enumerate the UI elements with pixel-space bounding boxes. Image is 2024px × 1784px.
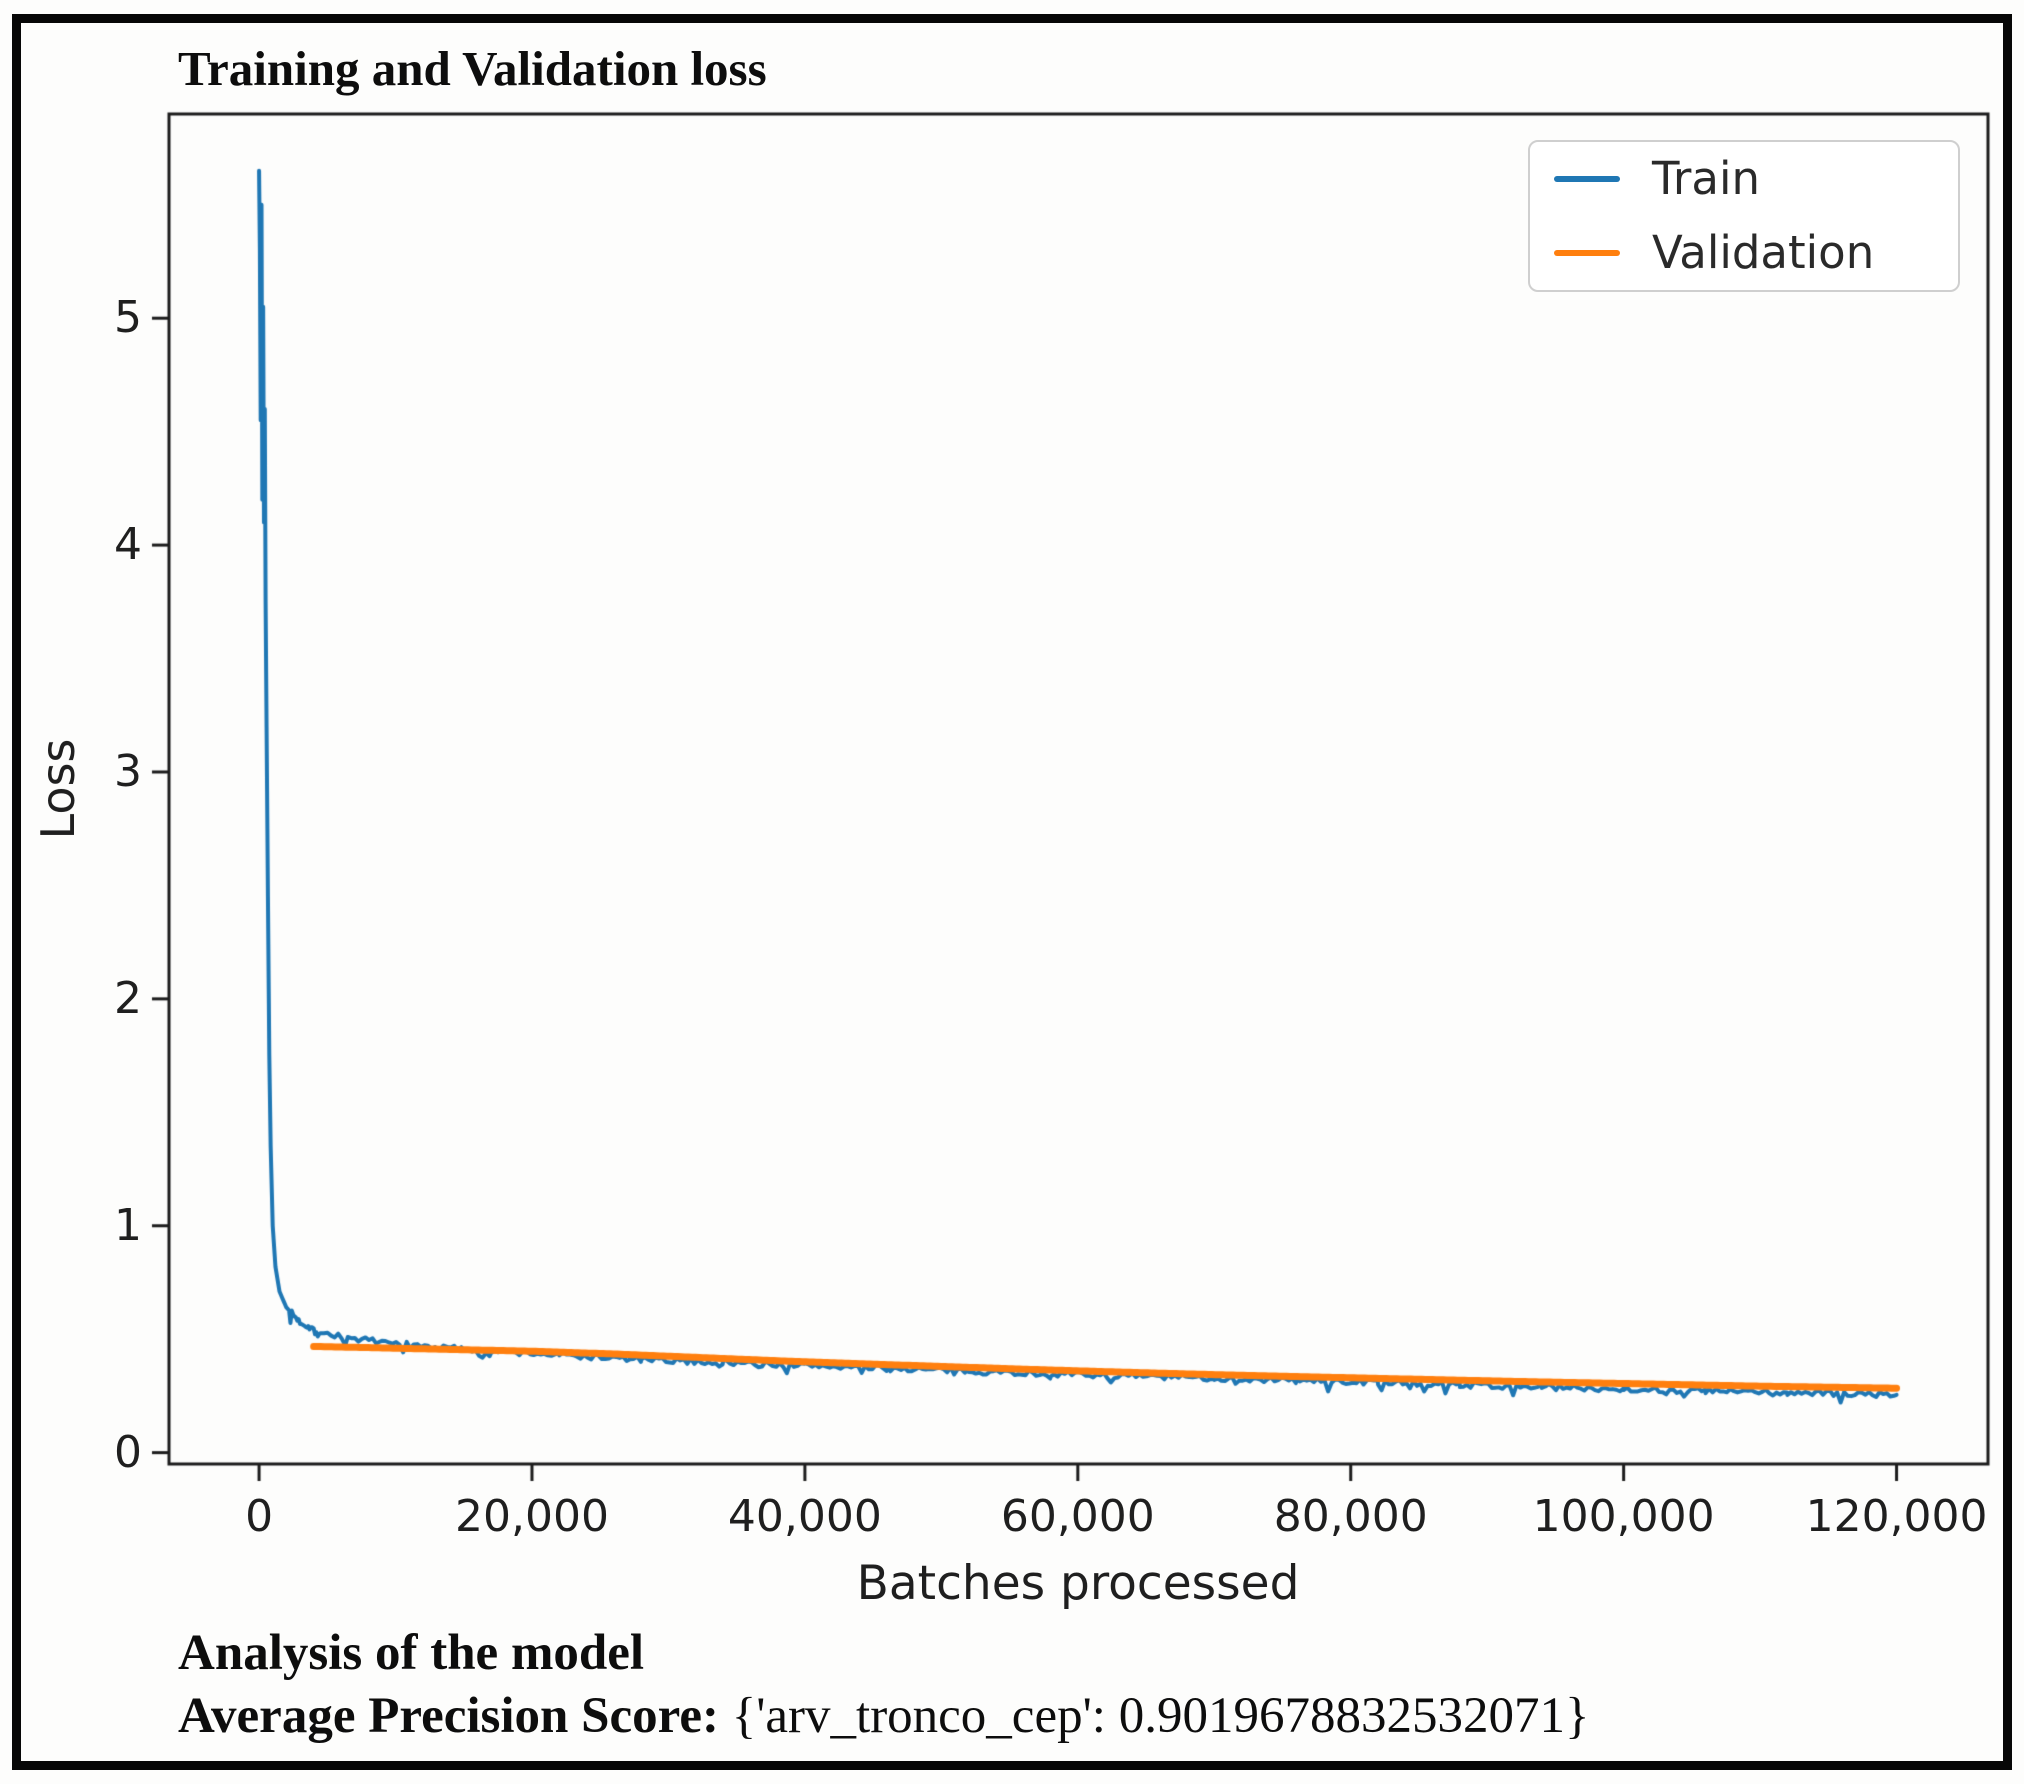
y-tick-label: 2 [114, 972, 142, 1024]
validation-line-swatch [1554, 250, 1620, 256]
y-tick-label: 3 [114, 745, 142, 797]
x-tick-label: 20,000 [454, 1491, 609, 1542]
average-precision-label: Average Precision Score: [178, 1688, 719, 1744]
x-tick-label: 0 [245, 1491, 274, 1542]
train-line-swatch [1554, 176, 1620, 182]
x-axis-label: Batches processed [856, 1556, 1300, 1611]
y-tick-label: 0 [114, 1426, 142, 1478]
y-tick-label: 4 [114, 519, 142, 571]
legend-label: Validation [1652, 226, 1875, 279]
x-tick-label: 40,000 [727, 1491, 882, 1542]
analysis-block: Analysis of the model Average Precision … [178, 1622, 1589, 1748]
analysis-heading: Analysis of the model [178, 1625, 645, 1681]
legend-entry-train: Train [1554, 155, 1958, 203]
average-precision-value: {'arv_tronco_cep': 0.9019678832532071} [718, 1688, 1590, 1744]
x-tick-label: 120,000 [1805, 1491, 1988, 1542]
y-tick-label: 5 [114, 292, 142, 344]
legend-entry-validation: Validation [1554, 229, 1958, 277]
chart-legend: Train Validation [1528, 140, 1960, 292]
x-tick-label: 100,000 [1532, 1491, 1715, 1542]
x-tick-label: 60,000 [1000, 1491, 1155, 1542]
average-precision-line: Average Precision Score: {'arv_tronco_ce… [178, 1684, 1589, 1748]
legend-label: Train [1652, 152, 1760, 205]
x-tick-label: 80,000 [1273, 1491, 1428, 1542]
y-tick-label: 1 [114, 1199, 142, 1251]
